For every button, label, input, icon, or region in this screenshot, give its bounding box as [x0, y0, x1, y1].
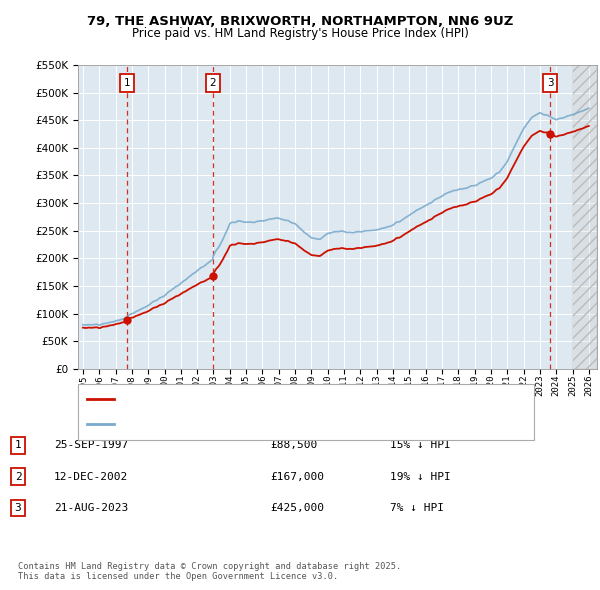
- Text: Price paid vs. HM Land Registry's House Price Index (HPI): Price paid vs. HM Land Registry's House …: [131, 27, 469, 40]
- Text: 12-DEC-2002: 12-DEC-2002: [54, 472, 128, 481]
- Text: 19% ↓ HPI: 19% ↓ HPI: [390, 472, 451, 481]
- Text: £425,000: £425,000: [270, 503, 324, 513]
- Text: 3: 3: [547, 78, 553, 88]
- Text: HPI: Average price, detached house, West Northamptonshire: HPI: Average price, detached house, West…: [119, 419, 416, 429]
- Text: £167,000: £167,000: [270, 472, 324, 481]
- Text: Contains HM Land Registry data © Crown copyright and database right 2025.
This d: Contains HM Land Registry data © Crown c…: [18, 562, 401, 581]
- Text: £88,500: £88,500: [270, 441, 317, 450]
- Text: 79, THE ASHWAY, BRIXWORTH, NORTHAMPTON, NN6 9UZ: 79, THE ASHWAY, BRIXWORTH, NORTHAMPTON, …: [87, 15, 513, 28]
- Text: 2: 2: [209, 78, 216, 88]
- Text: 1: 1: [124, 78, 131, 88]
- Text: 7% ↓ HPI: 7% ↓ HPI: [390, 503, 444, 513]
- Text: 2: 2: [14, 472, 22, 481]
- Text: 21-AUG-2023: 21-AUG-2023: [54, 503, 128, 513]
- Text: 79, THE ASHWAY, BRIXWORTH, NORTHAMPTON, NN6 9UZ (detached house): 79, THE ASHWAY, BRIXWORTH, NORTHAMPTON, …: [119, 394, 488, 404]
- Text: 3: 3: [14, 503, 22, 513]
- Text: 15% ↓ HPI: 15% ↓ HPI: [390, 441, 451, 450]
- Text: 25-SEP-1997: 25-SEP-1997: [54, 441, 128, 450]
- Text: 1: 1: [14, 441, 22, 450]
